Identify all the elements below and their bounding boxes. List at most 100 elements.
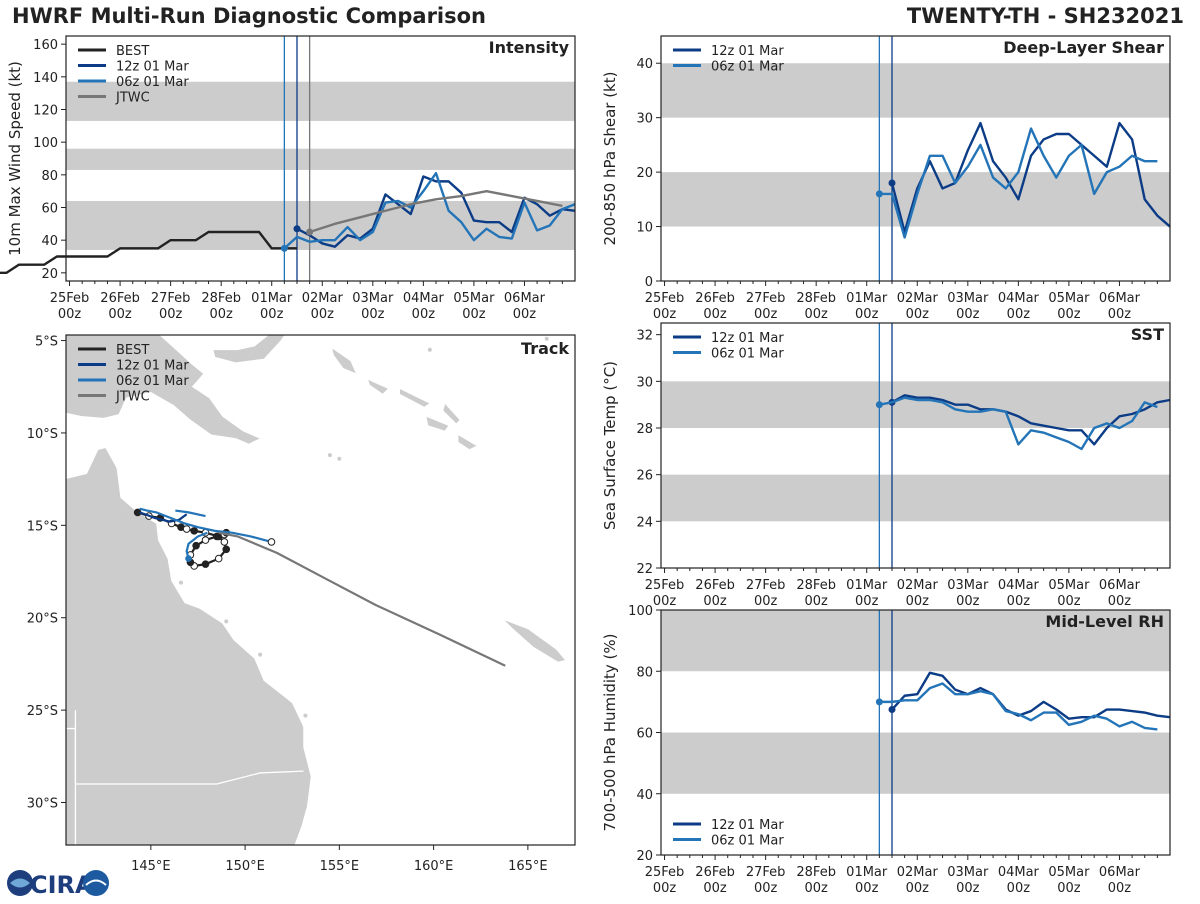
legend-label: 12z 01 Mar (711, 818, 784, 833)
x-tick-label: 00z (209, 307, 233, 322)
series-start-marker (293, 225, 301, 233)
x-tick-label: 02Mar (897, 865, 939, 880)
y-tick-label: 60 (636, 727, 653, 742)
x-tick-label: 26Feb (695, 865, 735, 880)
lon-tick-label: 150°E (225, 859, 265, 874)
y-axis-label: 10m Max Wind Speed (kt) (6, 61, 24, 256)
x-tick-label: 01Mar (846, 578, 888, 593)
y-tick-label: 80 (636, 665, 653, 680)
x-tick-label: 00z (956, 881, 980, 896)
legend-label: 06z 01 Mar (116, 75, 189, 90)
x-tick-label: 00z (906, 594, 930, 609)
x-tick-label: 00z (906, 881, 930, 896)
y-tick-label: 40 (636, 57, 653, 72)
x-tick-label: 00z (855, 307, 879, 322)
x-tick-label: 27Feb (746, 578, 786, 593)
solomon-island-land (442, 402, 461, 425)
track-fix-marker (220, 538, 229, 546)
x-tick-label: 00z (260, 307, 284, 322)
track-fix-marker (192, 541, 200, 550)
track-fix-marker (201, 536, 210, 544)
panel-intensity: 25Feb00z26Feb00z27Feb00z28Feb00z01Mar00z… (0, 35, 576, 322)
x-tick-label: 00z (855, 881, 879, 896)
small-island-land (258, 652, 263, 657)
small-island-land (327, 453, 332, 458)
y-tick-label: 40 (41, 234, 58, 249)
y-tick-label: 20 (41, 267, 58, 282)
x-tick-label: 05Mar (1048, 291, 1090, 306)
new-britain-land (212, 335, 286, 364)
x-tick-label: 26Feb (100, 291, 140, 306)
state-border (66, 727, 77, 845)
small-island-land (427, 347, 432, 352)
x-tick-label: 00z (1057, 594, 1081, 609)
series-line-run06 (283, 171, 576, 250)
x-tick-label: 06Mar (1099, 578, 1141, 593)
legend-label: 12z 01 Mar (116, 359, 189, 374)
series-line-run06 (879, 127, 1158, 239)
x-tick-label: 00z (754, 307, 778, 322)
y-tick-label: 60 (41, 202, 58, 217)
panel-track: 145°E 150°E 155°E 160°E 165°E 5°S 10°S 15°S 20°S… (27, 334, 576, 874)
x-tick-label: 00z (1007, 307, 1031, 322)
panel-title: Mid-Level RH (1045, 612, 1164, 631)
series-line-run12 (890, 121, 1171, 234)
x-tick-label: 00z (1007, 594, 1031, 609)
x-tick-label: 04Mar (998, 578, 1040, 593)
x-tick-label: 05Mar (453, 291, 495, 306)
x-tick-label: 00z (703, 881, 727, 896)
series-start-marker (875, 698, 883, 706)
lat-tick-label: 10°S (27, 427, 58, 442)
shaded-band (66, 148, 575, 170)
x-tick-label: 27Feb (151, 291, 191, 306)
x-tick-label: 00z (653, 881, 677, 896)
track-line-run06 (139, 507, 272, 544)
series-line-run06 (879, 396, 1158, 451)
y-axis-label: Sea Surface Temp (°C) (601, 361, 619, 530)
x-tick-label: 00z (159, 307, 183, 322)
y-tick-label: 26 (636, 469, 653, 484)
x-tick-label: 03Mar (947, 865, 989, 880)
x-tick-label: 00z (1108, 881, 1132, 896)
y-tick-label: 28 (636, 422, 653, 437)
track-fix-marker (190, 527, 198, 535)
track-fix-marker (214, 554, 223, 563)
shaded-band (661, 381, 1170, 428)
x-tick-label: 06Mar (1099, 865, 1141, 880)
y-tick-label: 120 (33, 104, 58, 119)
x-tick-label: 25Feb (645, 578, 685, 593)
x-tick-label: 01Mar (846, 865, 888, 880)
x-tick-label: 00z (412, 307, 436, 322)
x-tick-label: 00z (653, 307, 677, 322)
x-tick-label: 00z (754, 594, 778, 609)
x-tick-label: 00z (1007, 881, 1031, 896)
x-tick-label: 25Feb (645, 291, 685, 306)
panel-sst: 25Feb00z26Feb00z27Feb00z28Feb00z01Mar00z… (601, 322, 1171, 609)
plot-frame (660, 609, 1171, 856)
y-axis-label: 700-500 hPa Humidity (%) (601, 633, 619, 831)
track-fix-marker (222, 545, 231, 554)
x-tick-label: 00z (311, 307, 335, 322)
bougainville-land (331, 347, 357, 375)
legend-label: BEST (116, 343, 149, 358)
legend-label: 06z 01 Mar (711, 60, 784, 75)
y-tick-label: 20 (636, 166, 653, 181)
panel-title: Track (521, 339, 569, 358)
legend-label: 06z 01 Mar (116, 374, 189, 389)
x-tick-label: 25Feb (645, 865, 685, 880)
series-start-marker (875, 190, 883, 198)
small-island-land (224, 619, 229, 624)
small-island-land (544, 336, 549, 341)
panel-title: SST (1131, 325, 1164, 344)
legend-label: 12z 01 Mar (711, 331, 784, 346)
new-caledonia-land (503, 619, 567, 663)
x-tick-label: 00z (804, 881, 828, 896)
x-tick-label: 28Feb (796, 291, 836, 306)
x-tick-label: 05Mar (1048, 578, 1090, 593)
solomon-island-land (457, 434, 478, 450)
new-guinea-land (66, 335, 261, 445)
y-tick-label: 100 (628, 604, 653, 619)
y-tick-label: 40 (636, 788, 653, 803)
series-line-jtwc (309, 189, 563, 234)
x-tick-label: 02Mar (302, 291, 344, 306)
